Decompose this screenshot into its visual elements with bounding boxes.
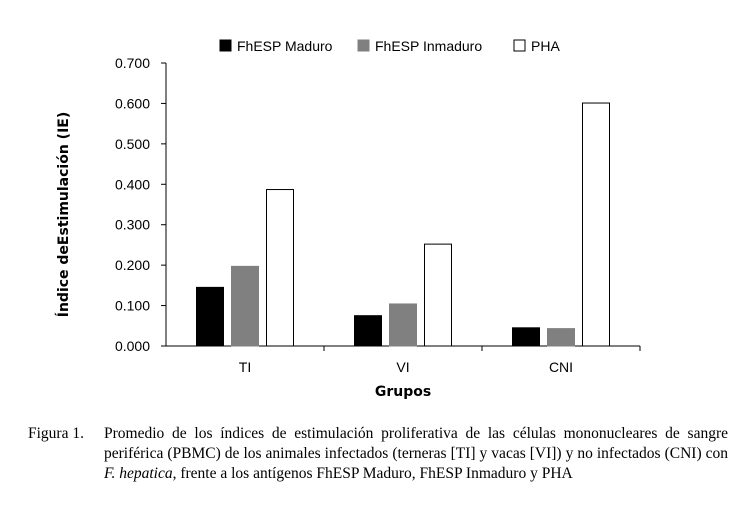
y-tick-label: 0.100 xyxy=(115,298,150,314)
bar-cni-fhesp-inmaduro xyxy=(547,328,575,347)
caption-species: F. hepatica xyxy=(104,465,173,482)
legend-swatch xyxy=(513,39,526,52)
caption-label: Figura 1. xyxy=(28,425,84,442)
bars xyxy=(196,102,610,347)
y-tick-label: 0.400 xyxy=(115,176,150,192)
y-tick-label: 0.600 xyxy=(115,95,150,111)
caption-text-before: Promedio de los índices de estimulación … xyxy=(104,425,728,462)
y-tick-label: 0.300 xyxy=(115,217,150,233)
bar-vi-fhesp-maduro xyxy=(354,315,382,347)
legend-swatch xyxy=(219,39,232,52)
x-tick-label: CNI xyxy=(549,359,573,375)
bar-chart: FhESP Maduro FhESP Inmaduro PHA 0.000 0.100… xyxy=(55,38,641,400)
x-tick-label: TI xyxy=(239,359,251,375)
y-tick-label: 0.500 xyxy=(115,136,150,152)
caption-text: Promedio de los índices de estimulación … xyxy=(104,424,728,484)
y-tick-label: 0.700 xyxy=(115,55,150,71)
figure-caption: Figura 1. Promedio de los índices de est… xyxy=(28,424,728,484)
legend-label: FhESP Maduro xyxy=(237,38,333,54)
bar-cni-pha xyxy=(582,102,610,347)
y-axis-title: Índice deEstimulación (IE) xyxy=(55,112,72,318)
bar-cni-fhesp-maduro xyxy=(512,327,540,347)
bar-ti-pha xyxy=(266,189,294,347)
y-axis-ticks: 0.000 0.100 0.200 0.300 0.400 0.500 0.600 0.700 xyxy=(115,55,166,354)
y-tick-label: 0.000 xyxy=(115,338,150,354)
x-axis-title: Grupos xyxy=(375,384,431,400)
bar-ti-fhesp-inmaduro xyxy=(231,265,259,347)
bar-ti-fhesp-maduro xyxy=(196,286,224,347)
bar-vi-fhesp-inmaduro xyxy=(389,303,417,347)
legend-label: FhESP Inmaduro xyxy=(375,38,482,54)
legend-swatch xyxy=(357,39,370,52)
x-tick-label: VI xyxy=(396,359,409,375)
legend-label: PHA xyxy=(531,38,560,54)
bar-vi-pha xyxy=(424,243,452,347)
caption-text-after: , frente a los antígenos FhESP Maduro, F… xyxy=(172,465,573,482)
y-tick-label: 0.200 xyxy=(115,257,150,273)
legend: FhESP Maduro FhESP Inmaduro PHA xyxy=(219,38,560,54)
x-axis-ticks: TI VI CNI xyxy=(239,346,641,375)
